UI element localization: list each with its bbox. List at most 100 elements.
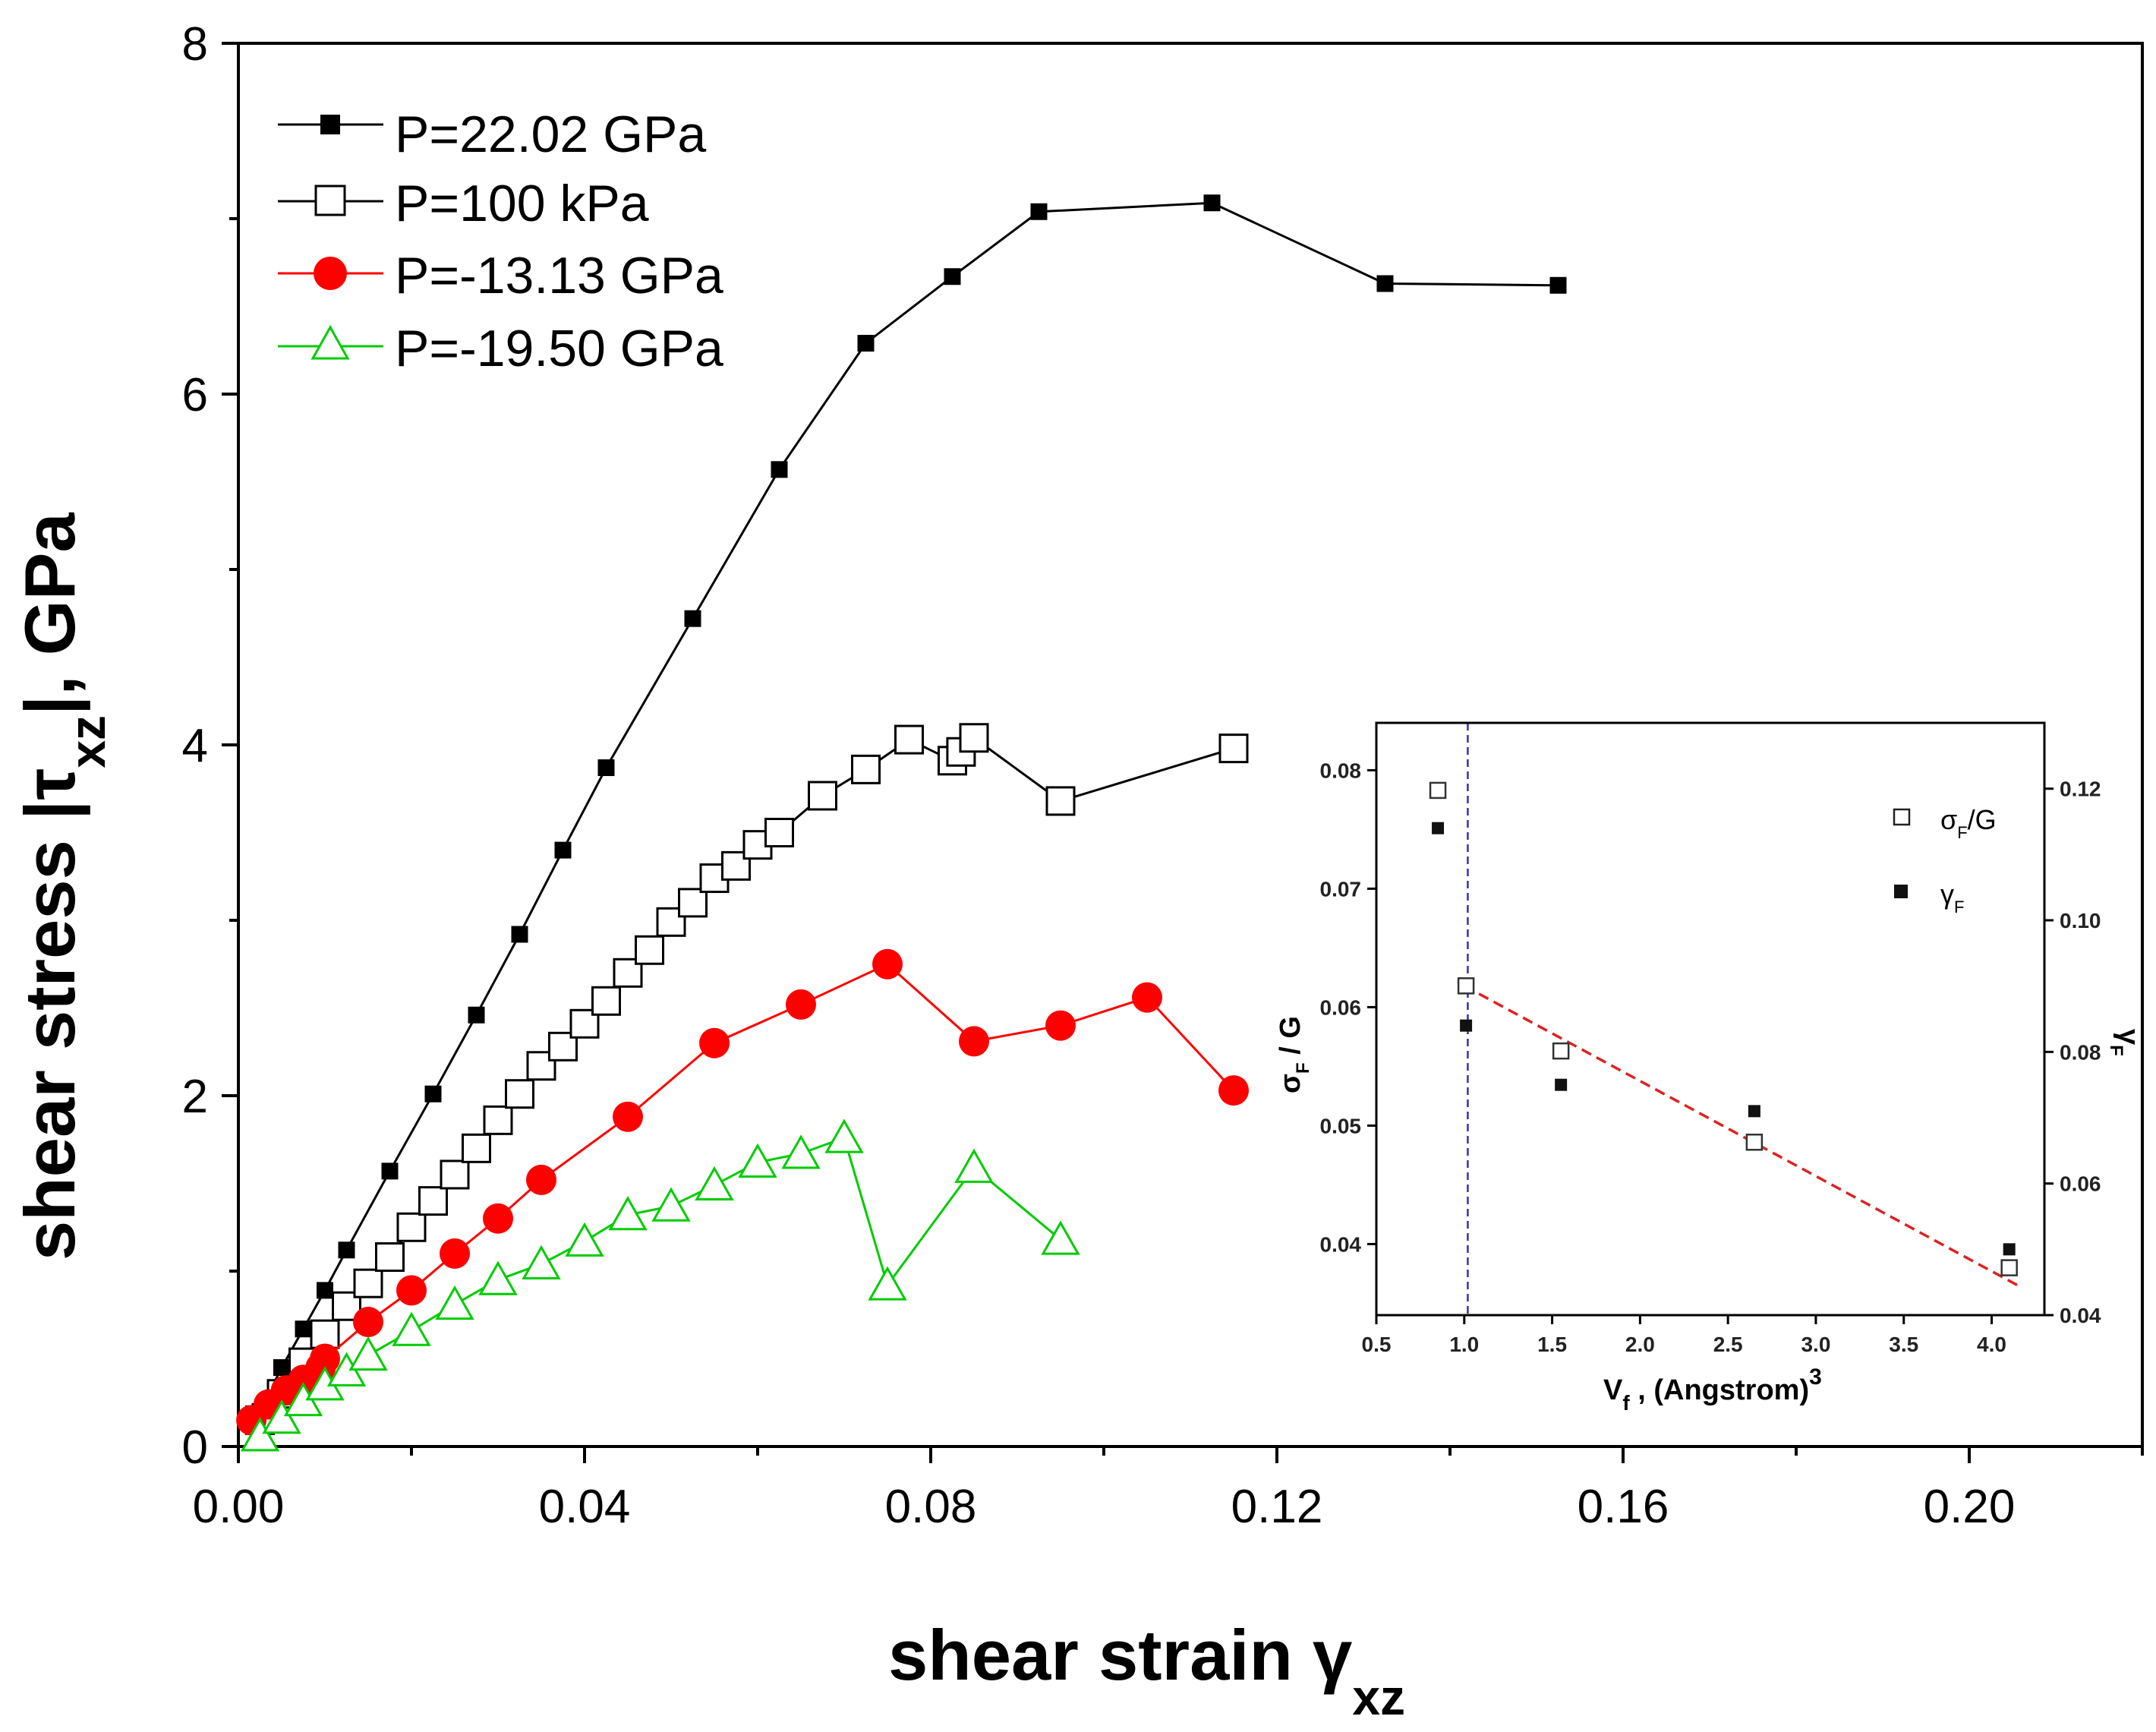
inset-legend-label-sigma: σF/G — [1940, 804, 1997, 842]
inset-y-left-tick-label: 0.05 — [1320, 1114, 1362, 1137]
legend-marker-p22 — [320, 115, 340, 134]
series-line — [251, 962, 1235, 1421]
data-point — [868, 1266, 907, 1301]
data-point — [651, 1187, 691, 1222]
data-point — [954, 1148, 994, 1183]
series-0 — [251, 194, 1567, 1420]
data-point — [310, 1343, 340, 1374]
inset-y-left-tick-label: 0.06 — [1320, 995, 1362, 1019]
data-point — [1041, 1220, 1080, 1255]
data-point — [462, 1133, 491, 1163]
data-point — [678, 888, 708, 918]
x-tick-label: 0.12 — [1231, 1481, 1323, 1533]
data-point — [353, 1306, 383, 1337]
inset-legend-gamma-sub: F — [1954, 898, 1964, 916]
x-axis-title-main: shear strain γ — [888, 1615, 1352, 1695]
legend-entry-pm19: P=-19.50 GPa — [278, 320, 723, 377]
inset-series-1 — [1432, 822, 2016, 1256]
data-point — [435, 1285, 474, 1320]
data-point — [353, 1268, 383, 1298]
inset-legend-sigma-sub: F — [1957, 823, 1967, 842]
legend-entry-p100: P=100 kPa — [278, 175, 649, 232]
data-point — [894, 724, 924, 755]
inset-x-tick-label: 1.0 — [1449, 1333, 1479, 1356]
y-axis-title-suffix: |, GPa — [10, 513, 90, 715]
data-point — [505, 1079, 534, 1109]
data-point — [396, 1275, 427, 1306]
data-point — [824, 1118, 864, 1153]
inset-y-right-tick-label: 0.06 — [2060, 1172, 2101, 1196]
data-point — [565, 1222, 604, 1257]
data-point — [295, 1320, 312, 1338]
x-axis-title-sub: xz — [1352, 1669, 1405, 1725]
inset-data-point — [2000, 1259, 2018, 1276]
y-tick-label: 2 — [182, 1071, 208, 1123]
inset-legend-label-gamma: γF — [1940, 879, 1964, 916]
inset-x-tick-label: 0.5 — [1362, 1333, 1392, 1356]
inset-y-right-tick-label: 0.04 — [2060, 1304, 2101, 1327]
x-tick-label: 0.08 — [885, 1481, 977, 1533]
main-ticks — [222, 42, 2144, 1463]
inset-x-title-main: V — [1603, 1374, 1623, 1406]
y-axis-title: shear stress |τxz|, GPa — [10, 513, 115, 1260]
data-point — [424, 1085, 442, 1103]
inset-data-point — [1552, 1042, 1570, 1060]
inset-data-point — [2003, 1243, 2016, 1256]
inset-chart: 0.5 1.0 1.5 2.0 2.5 3.0 3.5 4.0 0.04 0.05 0.06 0.07… — [1275, 721, 2145, 1415]
data-point — [338, 1241, 355, 1259]
legend-label-pm19: P=-19.50 GPa — [395, 320, 723, 377]
data-point — [483, 1203, 513, 1234]
data-point — [1376, 275, 1394, 292]
data-point — [1045, 1010, 1076, 1041]
inset-x-title-suffix: , (Angstrom) — [1630, 1374, 1809, 1406]
data-point — [771, 461, 788, 478]
data-point — [738, 1143, 777, 1178]
data-point — [808, 781, 837, 811]
inset-y-left-sub: F — [1293, 1062, 1313, 1074]
data-point — [548, 1031, 578, 1062]
y-tick-label: 0 — [182, 1421, 208, 1474]
inset-y-left-tick-label: 0.07 — [1320, 877, 1362, 901]
inset-x-title-sup: 3 — [1809, 1364, 1822, 1390]
inset-legend-sigma-main: σ — [1940, 804, 1957, 835]
data-point — [511, 926, 528, 943]
data-point — [375, 1242, 405, 1273]
inset-y-left-tick-label: 0.04 — [1320, 1232, 1362, 1256]
inset-data-point — [1555, 1078, 1568, 1091]
series-2 — [236, 948, 1249, 1436]
inset-x-tick-label: 4.0 — [1977, 1333, 2006, 1356]
legend-label-pm13: P=-13.13 GPa — [395, 247, 723, 304]
main-tick-labels: 0.00 0.04 0.08 0.12 0.16 0.20 0 2 4 6 8 — [182, 18, 2016, 1533]
inset-data-point — [1429, 781, 1447, 800]
legend-entry-p22: P=22.02 GPa — [278, 106, 706, 163]
data-point — [262, 1399, 301, 1434]
y-axis-title-main: shear stress |τ — [10, 768, 90, 1260]
y-tick-label: 6 — [182, 369, 208, 421]
data-point — [591, 986, 621, 1016]
data-point — [1030, 203, 1048, 220]
data-point — [695, 1166, 734, 1201]
data-point — [1549, 276, 1567, 294]
main-series — [236, 194, 1567, 1452]
data-point — [478, 1260, 518, 1295]
x-axis-title: shear strain γxz — [888, 1615, 1405, 1725]
inset-legend-marker-gamma — [1894, 885, 1908, 898]
inset-y-left-suffix: / G — [1275, 1016, 1307, 1062]
y-tick-label: 4 — [182, 720, 208, 772]
data-point — [468, 1006, 485, 1024]
data-point — [348, 1336, 388, 1371]
inset-legend: σF/G γF — [1893, 804, 1997, 916]
inset-y-right-sub: F — [2106, 1045, 2126, 1056]
x-tick-label: 0.16 — [1578, 1481, 1669, 1533]
data-point — [1132, 982, 1162, 1013]
data-point — [381, 1163, 399, 1180]
x-tick-label: 0.20 — [1924, 1481, 2016, 1533]
inset-x-title-sub: f — [1622, 1391, 1630, 1415]
inset-y-right-main: γ — [2113, 1029, 2145, 1045]
legend-entry-pm13: P=-13.13 GPa — [278, 247, 723, 304]
data-point — [635, 935, 664, 965]
inset-annotations — [1463, 723, 2019, 1315]
inset-y-left-title: σF / G — [1275, 1016, 1313, 1093]
data-point — [764, 818, 794, 847]
inset-legend-marker-sigma — [1893, 808, 1911, 826]
